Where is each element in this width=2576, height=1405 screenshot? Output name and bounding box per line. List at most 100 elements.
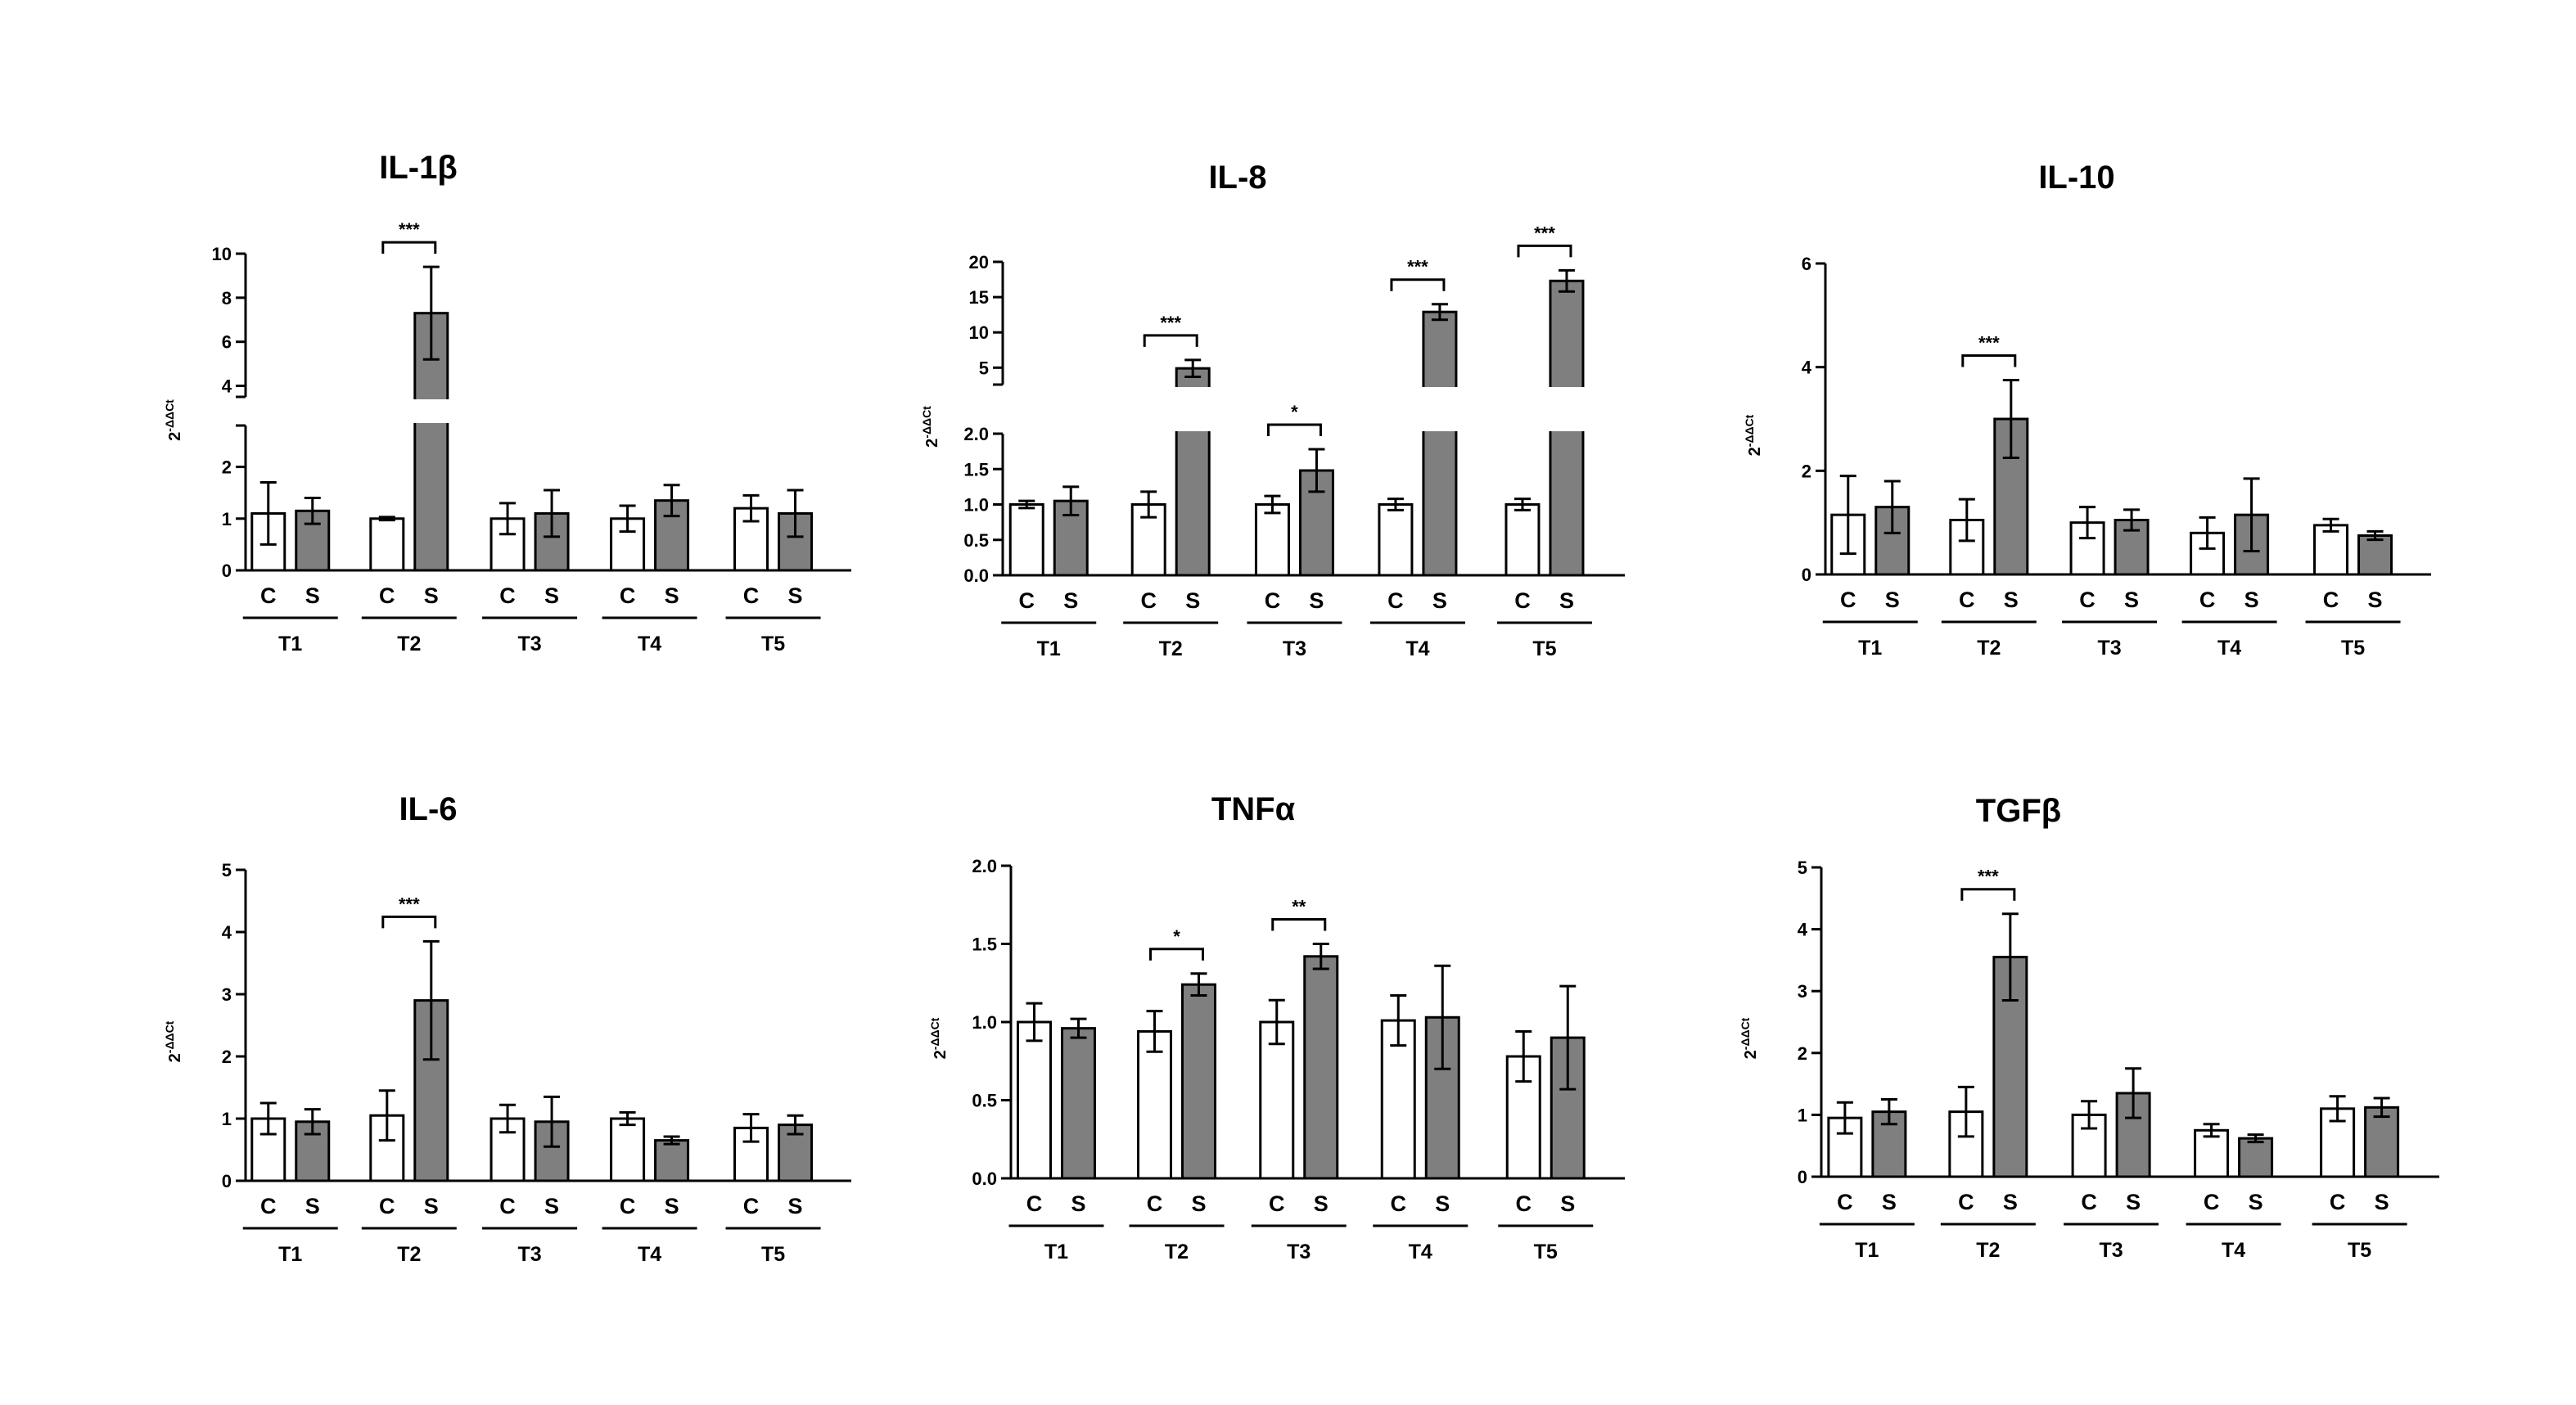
y-tick-label: 3 [1798, 981, 1807, 1002]
y-tick-label: 1.5 [972, 934, 997, 955]
bar-C-T1 [1017, 1020, 1052, 1180]
condition-label: C [2330, 1190, 2346, 1214]
y-tick-label: 5 [222, 860, 232, 880]
significance-label: * [1173, 926, 1180, 947]
condition-label: C [743, 583, 760, 608]
group-label: T4 [2217, 637, 2241, 660]
y-axis-label: 2-ΔΔCt [163, 399, 184, 441]
condition-label: C [499, 583, 516, 608]
condition-label: C [1140, 588, 1157, 613]
y-tick-label: 1 [222, 1109, 232, 1129]
significance-bracket [1960, 888, 2016, 901]
condition-label: C [1391, 1191, 1407, 1216]
condition-label: S [1432, 588, 1447, 613]
group-label: T5 [1534, 1241, 1558, 1263]
bar-break-gap [412, 399, 450, 423]
bar-C-T4 [1378, 503, 1414, 577]
condition-label: S [1435, 1191, 1450, 1216]
condition-label: S [2249, 1190, 2263, 1214]
significance-bracket [1266, 423, 1322, 437]
condition-label: C [620, 583, 636, 608]
condition-label: C [260, 583, 277, 608]
bar-break-gap [1174, 387, 1212, 431]
y-tick-label: 4 [1802, 358, 1812, 378]
y-tick-label: 2 [222, 457, 232, 478]
condition-label: S [2244, 588, 2259, 612]
group-label: T4 [2222, 1239, 2245, 1262]
bar-S-T2 [413, 312, 449, 572]
condition-label: C [1269, 1191, 1285, 1216]
condition-label: S [424, 583, 439, 608]
condition-label: C [2323, 588, 2339, 612]
condition-label: C [1516, 1191, 1532, 1216]
chart-panel-3: IL-10 0 2 4 6 2-ΔΔCt C S T1 C S T2 C S T3 C S T4 C S T5 *** [1743, 160, 2431, 660]
condition-label: S [1063, 588, 1078, 613]
bar-C-T4 [1380, 1019, 1416, 1180]
group-label: T2 [397, 1243, 421, 1266]
chart-panel-2: IL-8 0.0 0.5 1.0 1.5 2.0 5 10 15 20 2-ΔΔCt C S T1 C S T2… [920, 160, 1625, 660]
group-label: T5 [1532, 637, 1556, 660]
group-label: T2 [397, 633, 421, 655]
group-label: T3 [2097, 637, 2121, 660]
y-axis-label: 2-ΔΔCt [928, 1017, 950, 1059]
y-tick-label: 8 [222, 288, 232, 308]
y-tick-label: 5 [979, 358, 989, 378]
significance-label: *** [1978, 333, 2000, 354]
bar-S-T5 [2364, 1106, 2400, 1178]
bar-C-T1 [1008, 503, 1044, 577]
y-tick-label: 6 [222, 332, 232, 353]
y-tick-label: 2 [222, 1047, 232, 1067]
y-tick-label: 1 [222, 509, 232, 529]
significance-bracket [381, 915, 437, 929]
condition-label: S [2003, 1190, 2018, 1214]
group-label: T1 [278, 633, 302, 655]
significance-bracket [381, 241, 437, 254]
condition-label: C [1959, 588, 1975, 612]
bar-C-T2 [1137, 1029, 1172, 1180]
group-label: T3 [1283, 637, 1306, 660]
condition-label: S [665, 1194, 679, 1218]
significance-label: *** [1978, 867, 1999, 887]
group-label: T1 [1855, 1239, 1879, 1262]
group-label: T2 [1977, 637, 2001, 660]
y-tick-label: 2.0 [963, 424, 989, 444]
condition-label: S [2124, 588, 2139, 612]
y-tick-label: 1.5 [963, 459, 989, 480]
group-label: T2 [1976, 1239, 2000, 1262]
condition-label: S [1882, 1190, 1897, 1214]
condition-label: S [544, 1194, 559, 1218]
y-tick-label: 2 [1802, 461, 1811, 481]
group-label: T4 [1405, 637, 1429, 660]
condition-label: C [1840, 588, 1856, 612]
significance-label: *** [1160, 313, 1181, 333]
chart-title: IL-8 [1208, 160, 1266, 196]
chart-title: IL-1β [379, 150, 458, 186]
bar-S-T2 [1181, 983, 1216, 1180]
bar-S-T4 [654, 1139, 690, 1182]
group-label: T2 [1165, 1241, 1189, 1263]
y-tick-label: 10 [969, 322, 989, 343]
condition-label: C [1387, 588, 1404, 613]
condition-label: S [1309, 588, 1324, 613]
condition-label: C [1837, 1190, 1853, 1214]
group-label: T4 [1409, 1241, 1432, 1263]
y-tick-label: 0 [1802, 565, 1811, 585]
condition-label: C [620, 1194, 636, 1218]
condition-label: C [260, 1194, 277, 1218]
significance-bracket [1271, 918, 1327, 931]
y-tick-label: 0.0 [963, 565, 989, 586]
y-tick-label: 20 [969, 252, 989, 272]
chart-panel-5: TNFα 0.0 0.5 1.0 1.5 2.0 2-ΔΔCt C S T1 C S T2 C S T3 C S T… [928, 791, 1625, 1263]
significance-label: * [1291, 402, 1298, 422]
bar-break-gap [1420, 387, 1459, 431]
condition-label: S [1071, 1191, 1085, 1216]
chart-title: IL-10 [2038, 160, 2114, 196]
significance-label: *** [1534, 223, 1555, 243]
y-axis-label: 2-ΔΔCt [920, 406, 941, 448]
condition-label: C [379, 1194, 395, 1218]
condition-label: S [424, 1194, 439, 1218]
bar-C-T3 [1254, 503, 1290, 577]
condition-label: S [1559, 588, 1574, 613]
y-tick-label: 3 [222, 984, 232, 1005]
